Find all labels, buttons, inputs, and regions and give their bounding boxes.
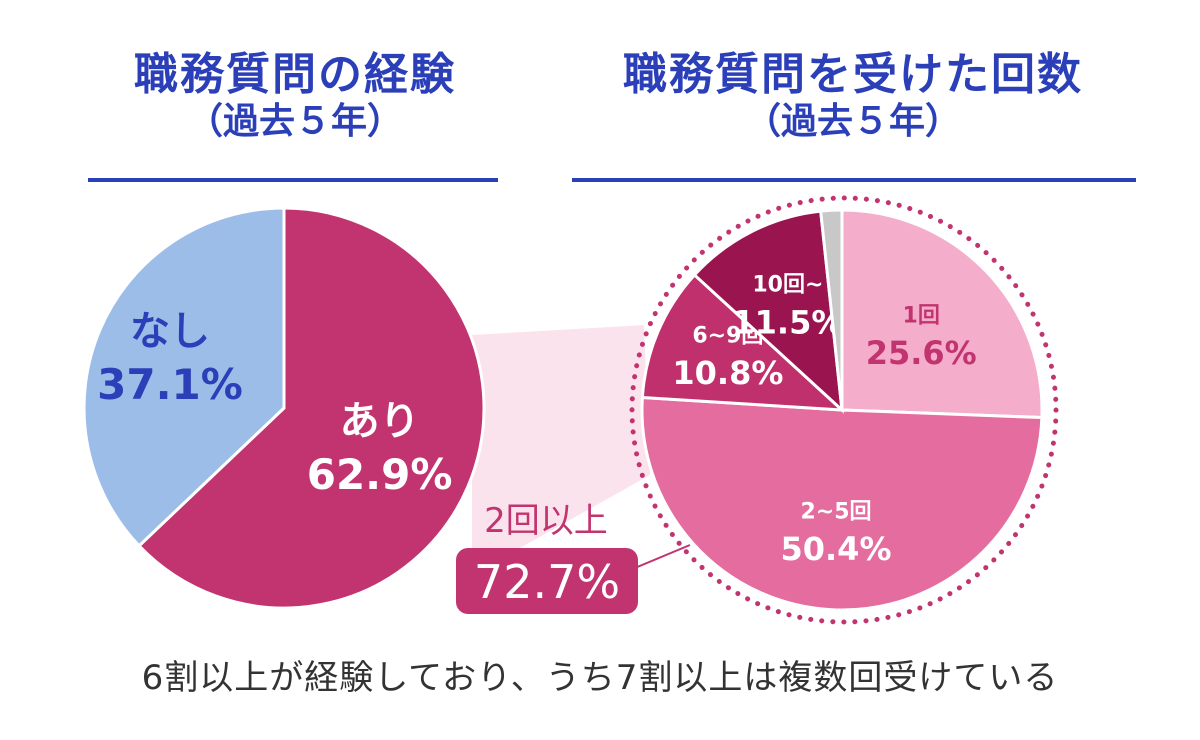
slice-value-count-10-plus: 11.5% (732, 303, 843, 341)
callout-leader-line (634, 544, 691, 569)
callout-value-box (456, 548, 638, 614)
slice-value-count-6-9: 10.8% (672, 354, 783, 392)
slice-value-count-1: 25.6% (866, 334, 977, 372)
right-title-sub: （過去５年） (744, 100, 961, 142)
pie-slice-count-2-5 (640, 395, 1044, 612)
pie-slice-count-6-9 (640, 272, 847, 412)
slice-name-count-2-5: 2~5回 (800, 500, 871, 525)
slice-name-experience-yes: あり (340, 398, 420, 444)
caption: 6割以上が経験しており、うち7割以上は複数回受けている (141, 658, 1059, 698)
pie-slice-count-10-plus (692, 209, 844, 414)
slice-value-count-2-5: 50.4% (780, 530, 891, 568)
right-chart-title: 職務質問を受けた回数 （過去５年） (570, 49, 1136, 142)
left-title-divider (88, 178, 498, 182)
right-title-main: 職務質問を受けた回数 (623, 49, 1083, 100)
right-title-divider (572, 178, 1136, 182)
left-chart-title: 職務質問の経験 （過去５年） (90, 49, 500, 142)
pie-slice-experience-yes (136, 206, 486, 610)
callout-value: 72.7% (474, 555, 620, 609)
pie-slice-count-1 (840, 208, 1044, 420)
pie-chart-experience: あり 62.9% なし 37.1% (82, 206, 486, 610)
pie-slice-count-other-4 (819, 208, 844, 411)
callout-label: 2回以上 (484, 501, 608, 541)
pie-slice-experience-no (82, 206, 286, 548)
slice-value-experience-yes: 62.9% (307, 450, 453, 499)
callout-box: 2回以上 72.7% (456, 501, 638, 614)
slice-name-experience-no: なし (130, 308, 210, 354)
dotted-ring (629, 195, 1059, 625)
left-title-main: 職務質問の経験 (134, 49, 456, 100)
slice-name-count-10-plus: 10回~ (752, 273, 823, 298)
callout-connector-band (472, 325, 650, 575)
slice-name-count-1: 1回 (903, 304, 940, 329)
slice-value-experience-no: 37.1% (97, 360, 243, 409)
left-title-sub: （過去５年） (186, 100, 403, 142)
